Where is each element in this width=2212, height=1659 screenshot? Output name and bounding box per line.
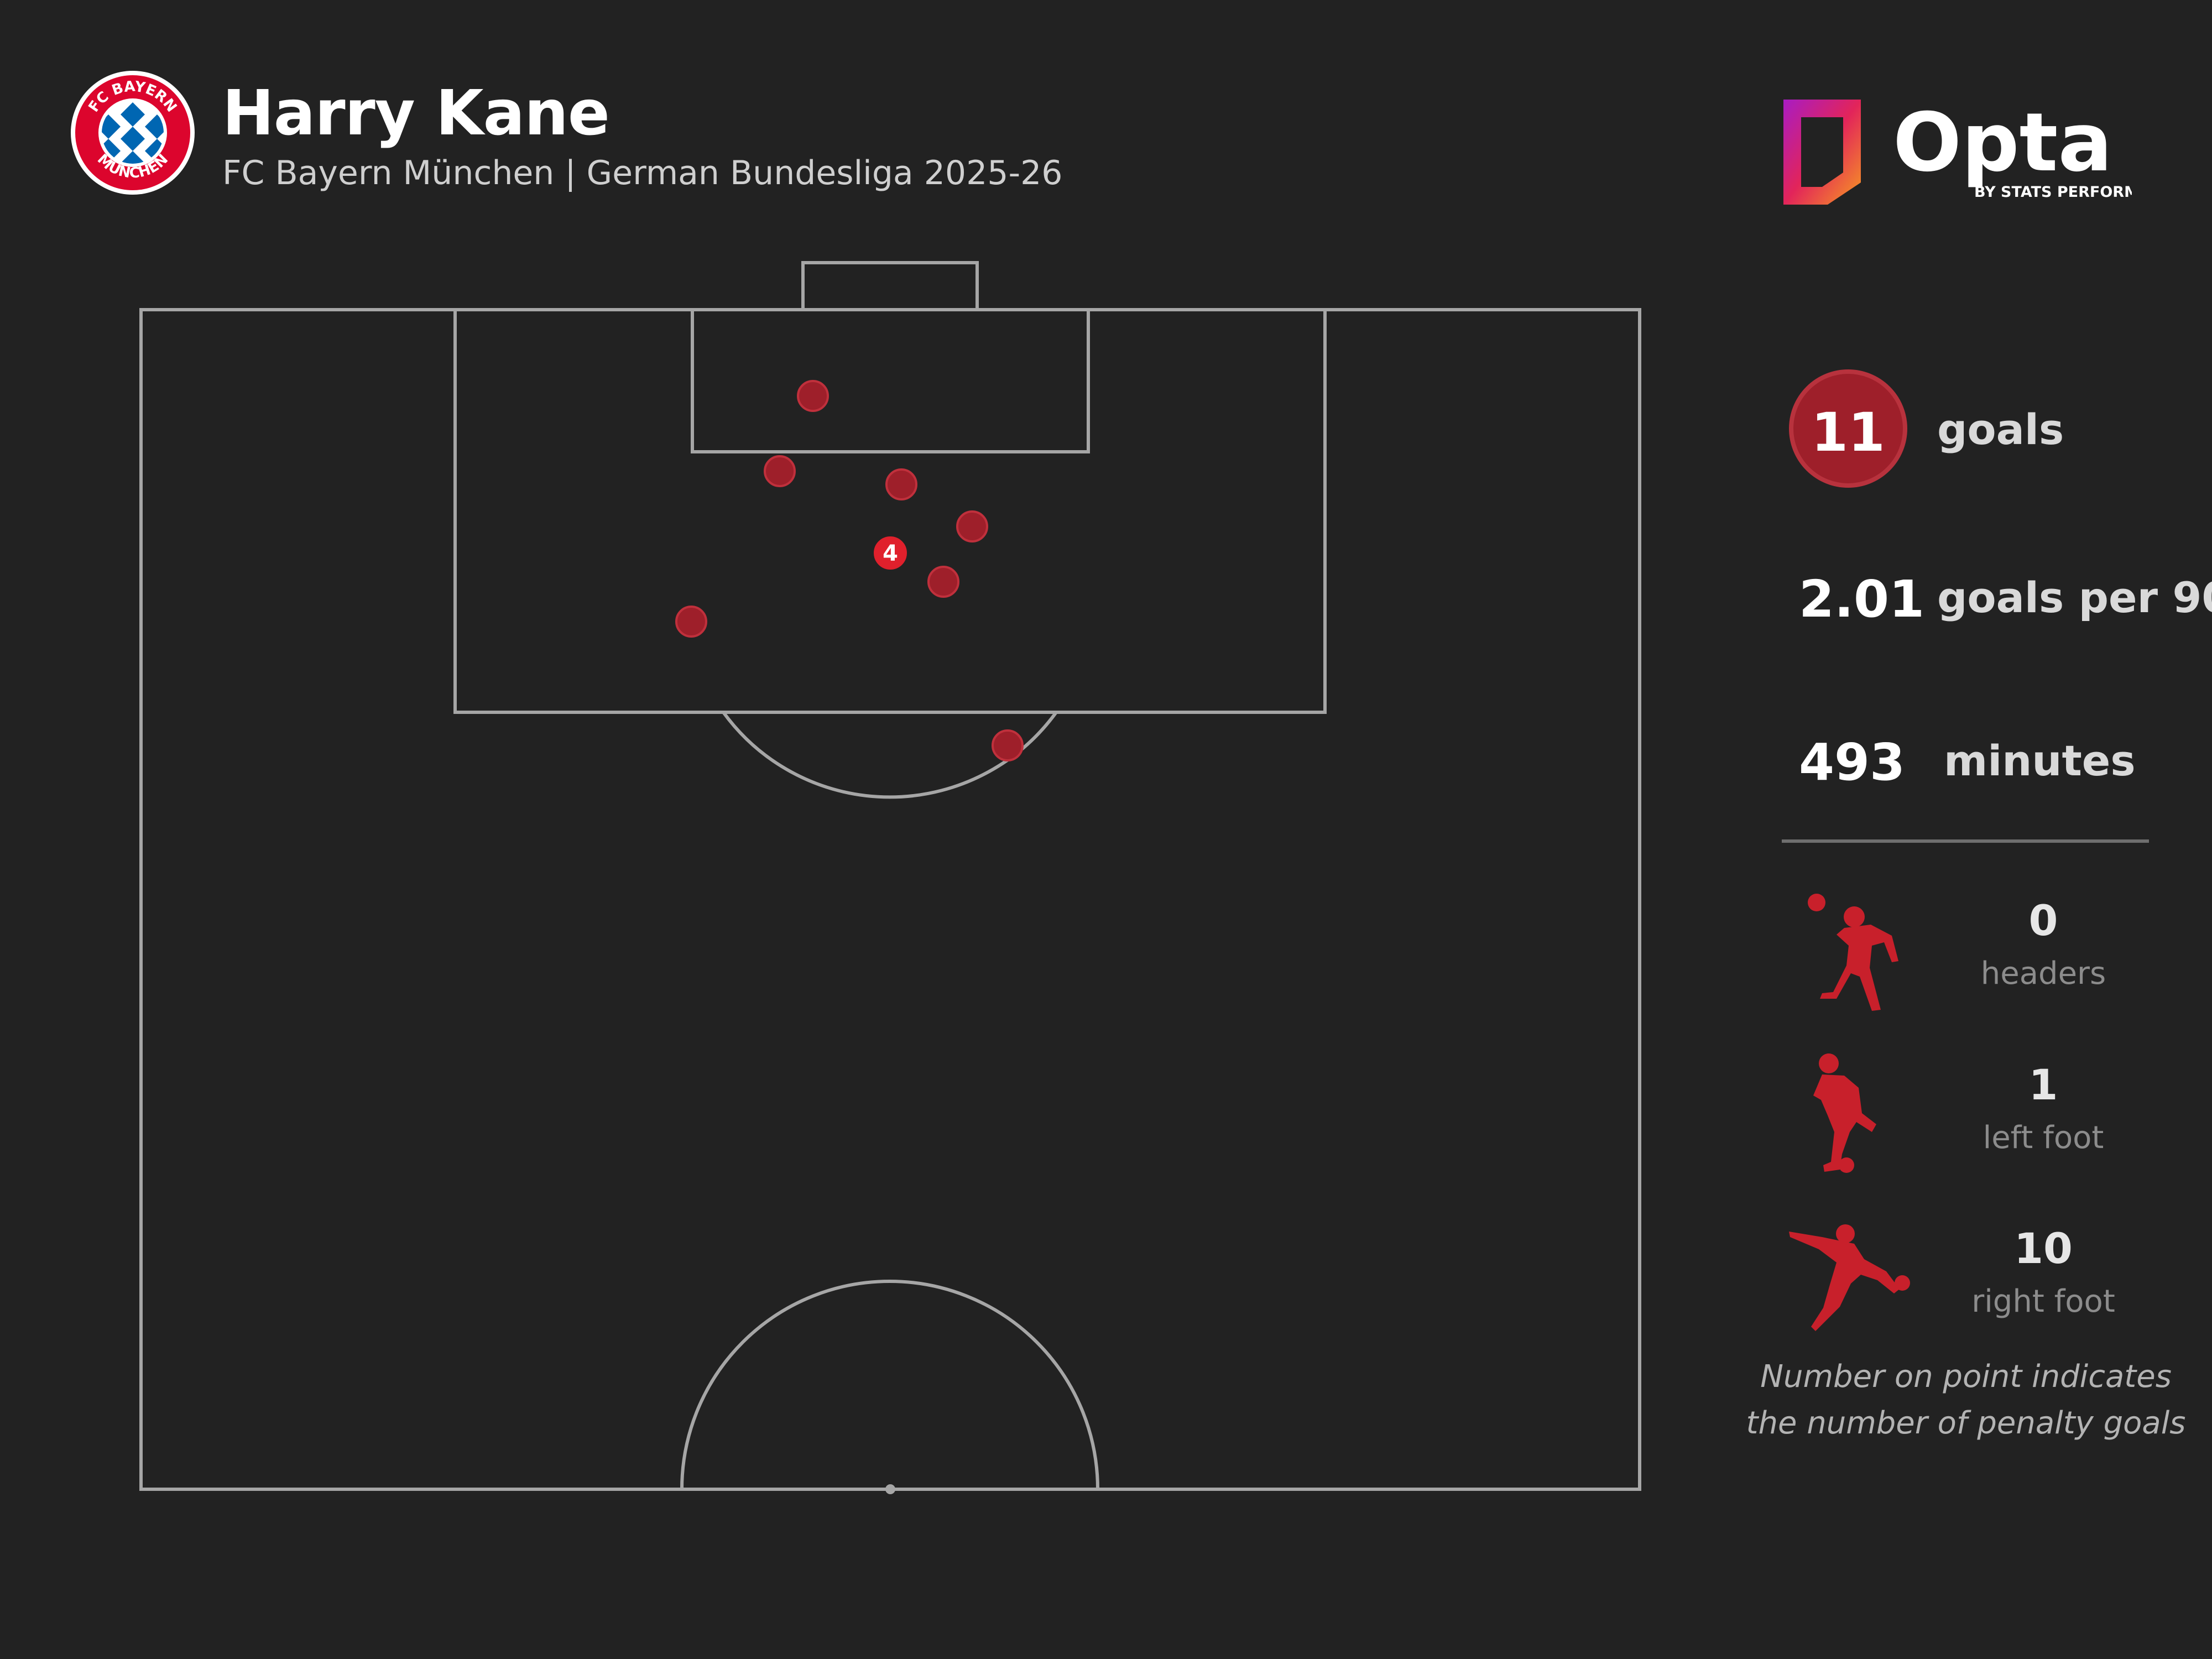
player-subtitle: FC Bayern München | German Bundesliga 20… — [222, 154, 1063, 192]
headers-count: 0 — [2028, 896, 2058, 945]
club-crest-logo: FC BAYERN MÜNCHEN — [71, 71, 195, 195]
goals-stat: 11 goals — [1783, 369, 2193, 502]
headers-stat: 0 headers — [1789, 885, 2176, 1012]
opta-wordmark: Opta — [1893, 96, 2112, 190]
goal-frame — [801, 261, 979, 311]
penalty-goals-label: 4 — [883, 541, 898, 566]
opta-logo: Opta BY STATS PERFORM — [1783, 96, 2132, 205]
minutes-label: minutes — [1944, 736, 2136, 785]
left-foot-player-icon — [1813, 1053, 1876, 1173]
penalty-area — [453, 308, 1327, 714]
goals-per-90-label: goals per 90 — [1937, 573, 2212, 622]
player-name: Harry Kane — [222, 77, 610, 149]
centre-spot — [885, 1484, 895, 1494]
opta-tagline: BY STATS PERFORM — [1974, 184, 2132, 201]
right-foot-count: 10 — [2014, 1224, 2073, 1273]
minutes-value: 493 — [1799, 733, 1906, 792]
goal-point-3 — [956, 510, 988, 542]
goal-point-2 — [885, 468, 917, 500]
goals-per-90-value: 2.01 — [1799, 570, 1924, 629]
goal-point-7 — [992, 729, 1024, 761]
centre-circle — [680, 1280, 1099, 1490]
goal-point-4 — [874, 536, 907, 570]
right-foot-player-icon — [1789, 1224, 1910, 1331]
goals-badge: 11 — [1789, 369, 1907, 488]
goals-per-90-stat: 2.01 goals per 90 — [1783, 563, 2212, 696]
headers-label: headers — [1980, 956, 2106, 992]
right-foot-stat: 10 right foot — [1789, 1213, 2176, 1340]
goal-point-5 — [927, 566, 959, 598]
shot-map-pitch: 4 — [139, 261, 1641, 1494]
left-foot-stat: 1 left foot — [1789, 1049, 2176, 1176]
penalty-footnote: Number on point indicates the number of … — [1746, 1359, 2186, 1441]
left-foot-count: 1 — [2028, 1060, 2058, 1109]
goal-point-0 — [797, 380, 829, 412]
header-player-icon — [1808, 894, 1898, 1011]
goals-value: 11 — [1811, 401, 1885, 463]
stats-divider — [1782, 839, 2149, 843]
goal-point-1 — [764, 455, 796, 487]
six-yard-box — [691, 308, 1090, 453]
minutes-stat: 493 minutes — [1783, 726, 2193, 859]
goals-label: goals — [1937, 405, 2064, 454]
left-foot-label: left foot — [1983, 1120, 2104, 1156]
goal-point-6 — [675, 606, 707, 638]
right-foot-label: right foot — [1971, 1284, 2115, 1319]
